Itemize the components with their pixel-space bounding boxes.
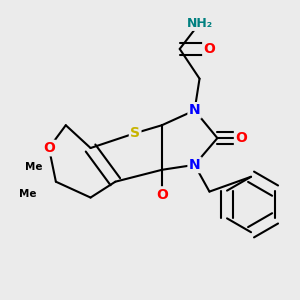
Text: NH₂: NH₂ [187,17,213,30]
Text: Me: Me [20,189,37,199]
Text: S: S [130,126,140,140]
Text: Me: Me [25,162,43,172]
Text: N: N [189,103,200,117]
Text: O: O [43,141,55,155]
Text: O: O [156,188,168,202]
Text: N: N [189,158,200,172]
Text: O: O [235,131,247,145]
Text: O: O [203,42,215,56]
